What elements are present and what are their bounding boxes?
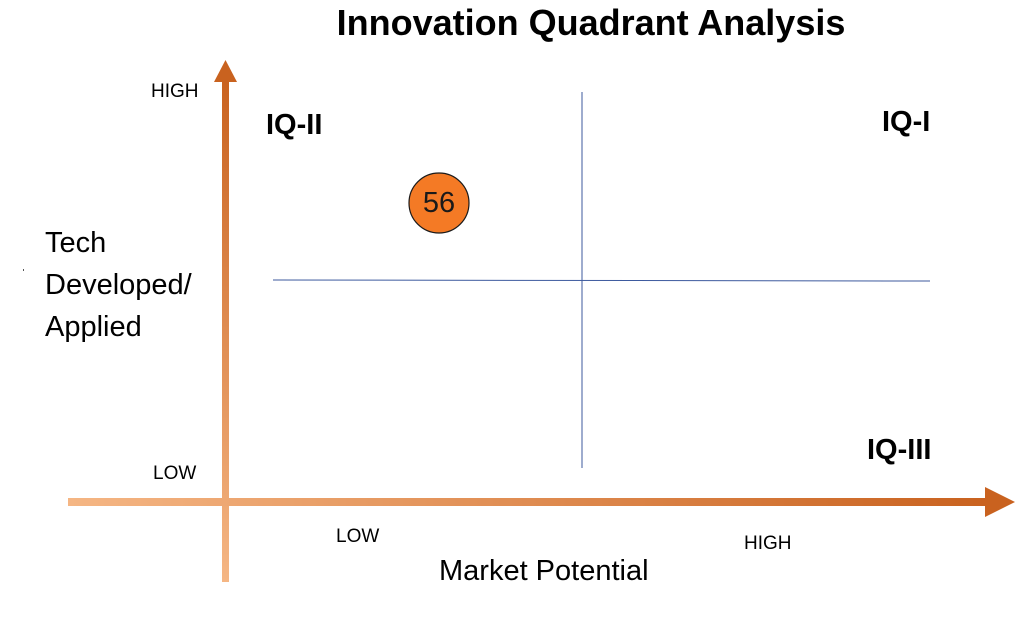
y-axis-low-label: LOW <box>153 463 197 484</box>
horizontal-divider <box>272 279 931 282</box>
x-axis-title: Market Potential <box>439 555 649 587</box>
quadrant-label-iq-i: IQ-I <box>882 106 931 138</box>
quadrant-label-iq-ii: IQ-II <box>266 109 323 141</box>
quadrant-label-iq-iii: IQ-III <box>867 434 932 466</box>
y-axis-arrowhead <box>214 60 237 82</box>
marker-circle <box>408 172 470 234</box>
y-axis-high-label: HIGH <box>151 81 199 102</box>
x-axis-shaft <box>68 498 988 506</box>
stray-mark <box>23 269 24 271</box>
x-axis-arrowhead <box>985 487 1015 517</box>
marker-value: 56 <box>422 187 456 219</box>
x-axis-high-label: HIGH <box>744 533 792 554</box>
y-axis-title: Tech Developed/ Applied <box>45 227 192 343</box>
diagram-title: Innovation Quadrant Analysis <box>336 2 846 43</box>
y-axis-shaft <box>222 80 229 582</box>
x-axis-low-label: LOW <box>336 526 380 547</box>
